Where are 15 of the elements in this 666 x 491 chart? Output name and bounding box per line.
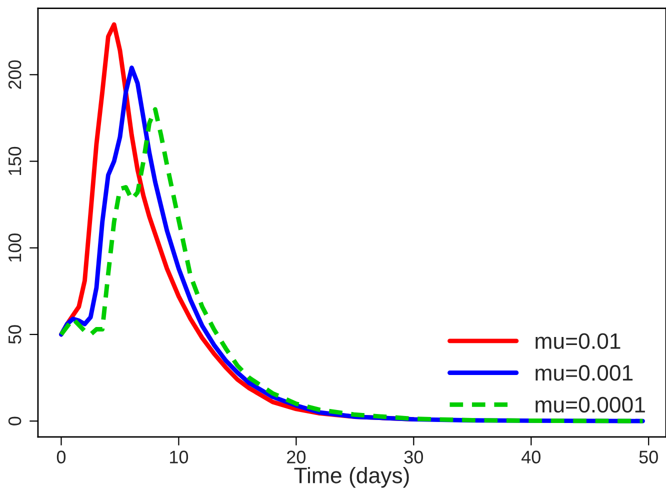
y-tick-label: 100 [8, 234, 22, 262]
y-tick-label: 200 [8, 60, 22, 89]
x-tick-label: 30 [404, 450, 423, 464]
x-tick-label: 0 [56, 450, 66, 464]
x-axis-title: Time (days) [294, 467, 409, 488]
legend-label: mu=0.0001 [536, 396, 645, 413]
x-tick-label: 50 [639, 450, 658, 464]
y-tick-label: 0 [8, 416, 22, 426]
y-tick-label: 150 [8, 146, 22, 175]
x-tick-label: 40 [522, 450, 540, 464]
x-tick-label: 10 [170, 450, 188, 464]
legend-label: mu=0.01 [536, 333, 620, 349]
legend-label: mu=0.001 [536, 365, 633, 381]
x-tick-label: 20 [287, 450, 306, 464]
y-tick-label: 50 [8, 325, 22, 344]
